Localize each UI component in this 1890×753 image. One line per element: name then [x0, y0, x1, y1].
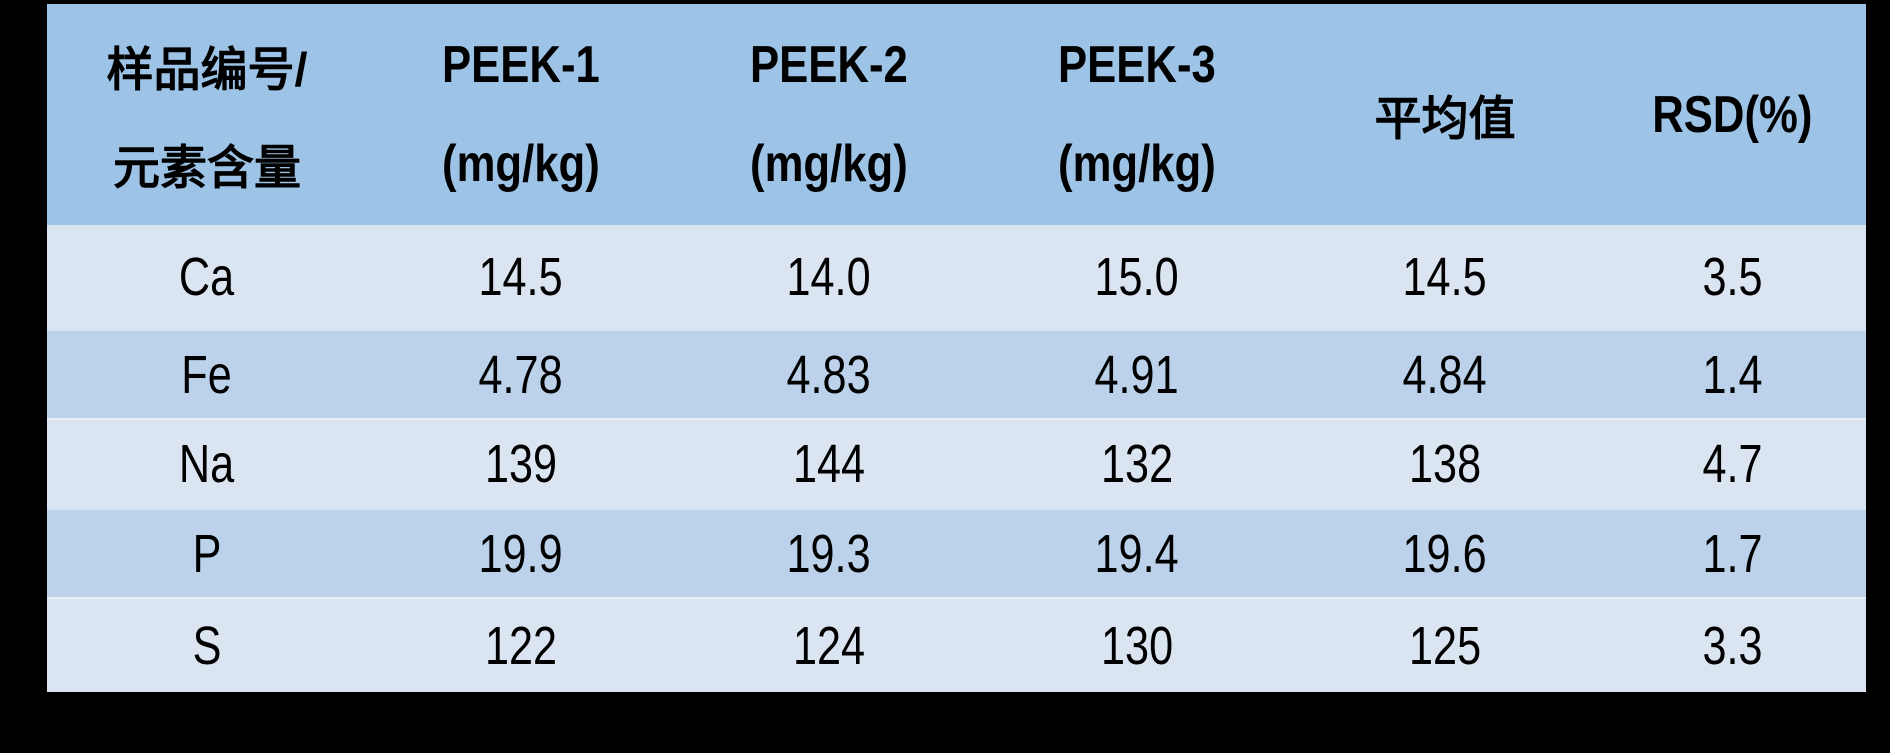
header-cell-peek3: PEEK-3 (mg/kg): [983, 4, 1291, 225]
element-cell: Ca: [179, 247, 235, 307]
header-cell-peek2: PEEK-2 (mg/kg): [675, 4, 983, 225]
header-peek1-unit: (mg/kg): [442, 134, 600, 193]
value-cell: 122: [484, 615, 558, 676]
value-cell: 4.91: [1094, 344, 1180, 405]
header-cell-peek1: PEEK-1 (mg/kg): [367, 4, 675, 225]
rsd-cell: 4.7: [1702, 434, 1763, 494]
value-cell: 144: [792, 434, 866, 494]
value-cell: 139: [484, 434, 558, 494]
header-peek3-unit: (mg/kg): [1058, 134, 1216, 193]
value-cell: 4.83: [786, 344, 872, 405]
value-cell: 19.4: [1094, 523, 1180, 584]
header-average-label: 平均值: [1374, 92, 1516, 145]
value-cell: 132: [1100, 434, 1174, 494]
value-cell: 15.0: [1094, 247, 1180, 307]
table-row-na: Na 139 144 132 138 4.7: [47, 418, 1866, 508]
average-cell: 4.84: [1402, 344, 1488, 405]
table-header-row: 样品编号/ 元素含量 PEEK-1 (mg/kg) PEEK-2 (mg/kg)…: [47, 4, 1866, 225]
value-cell: 4.78: [478, 344, 564, 405]
value-cell: 14.5: [478, 247, 564, 307]
value-cell: 130: [1100, 615, 1174, 676]
element-cell: Na: [179, 434, 235, 494]
header-peek3-name: PEEK-3: [1058, 36, 1216, 95]
header-corner-cell: 样品编号/ 元素含量: [47, 4, 367, 225]
header-rsd-label: RSD(%): [1652, 85, 1813, 144]
value-cell: 14.0: [786, 247, 872, 307]
rsd-cell: 1.4: [1702, 344, 1763, 405]
element-content-table: 样品编号/ 元素含量 PEEK-1 (mg/kg) PEEK-2 (mg/kg)…: [47, 4, 1866, 692]
element-cell: S: [192, 615, 222, 676]
header-peek2-name: PEEK-2: [750, 36, 908, 95]
average-cell: 138: [1408, 434, 1482, 494]
header-peek2-unit: (mg/kg): [750, 134, 908, 193]
rsd-cell: 3.3: [1702, 615, 1763, 676]
table-row-fe: Fe 4.78 4.83 4.91 4.84 1.4: [47, 329, 1866, 418]
table-row-s: S 122 124 130 125 3.3: [47, 597, 1866, 692]
value-cell: 19.3: [786, 523, 872, 584]
header-corner-line2: 元素含量: [113, 141, 301, 195]
table-row-ca: Ca 14.5 14.0 15.0 14.5 3.5: [47, 225, 1866, 329]
element-cell: P: [192, 523, 222, 584]
header-corner-line1: 样品编号/: [106, 42, 308, 96]
average-cell: 125: [1408, 615, 1482, 676]
average-cell: 14.5: [1402, 247, 1488, 307]
element-cell: Fe: [181, 344, 233, 405]
value-cell: 19.9: [478, 523, 564, 584]
rsd-cell: 1.7: [1702, 523, 1763, 584]
rsd-cell: 3.5: [1702, 247, 1763, 307]
table-row-p: P 19.9 19.3 19.4 19.6 1.7: [47, 508, 1866, 597]
header-cell-average: 平均值: [1291, 4, 1599, 225]
value-cell: 124: [792, 615, 866, 676]
header-cell-rsd: RSD(%): [1599, 4, 1866, 225]
average-cell: 19.6: [1402, 523, 1488, 584]
header-peek1-name: PEEK-1: [442, 36, 600, 95]
